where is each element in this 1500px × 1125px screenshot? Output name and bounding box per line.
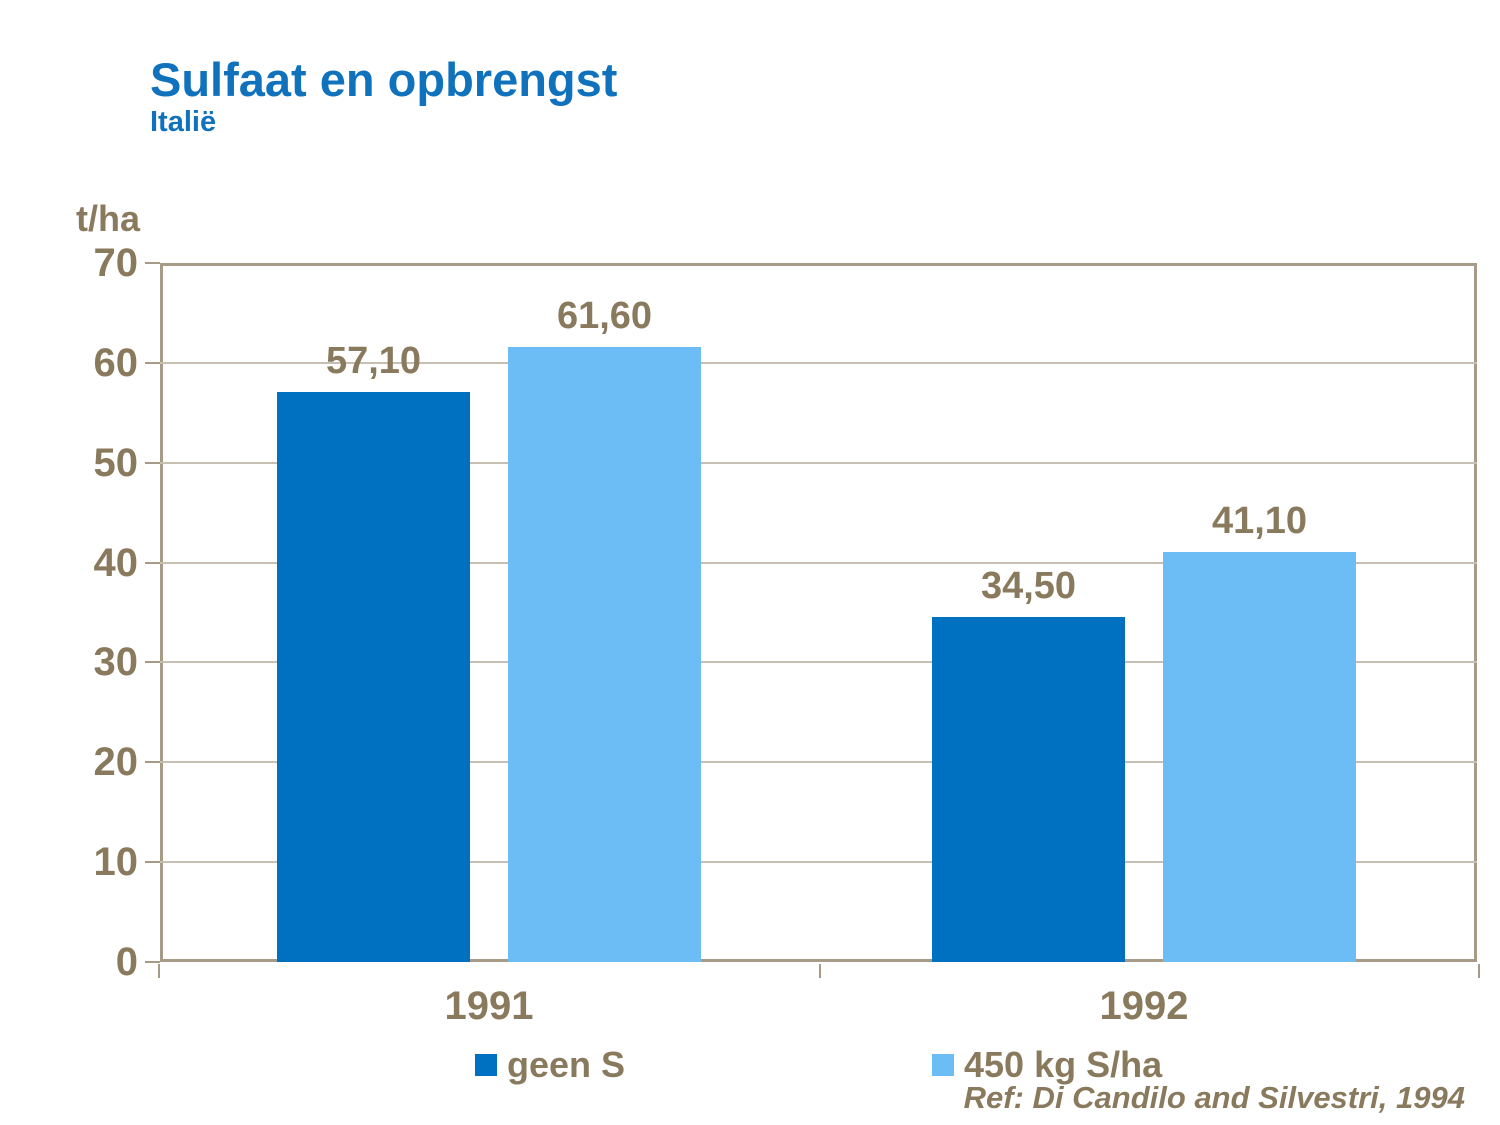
legend-label-450kg: 450 kg S/ha bbox=[964, 1044, 1163, 1085]
y-axis-tick-mark-60 bbox=[145, 361, 160, 364]
y-axis-tick-label-50: 50 bbox=[93, 440, 139, 485]
legend-swatch-geen-s bbox=[475, 1054, 497, 1076]
bar-value-label-1991-geen-s: 57,10 bbox=[325, 339, 422, 382]
bar-value-label-1992-geen-s: 34,50 bbox=[980, 565, 1077, 608]
legend-item-450kg: 450 kg S/ha bbox=[932, 1044, 1162, 1086]
y-axis-tick-label-0: 0 bbox=[115, 940, 138, 984]
y-axis-tick-label-70: 70 bbox=[93, 241, 139, 285]
y-axis-tick-mark-30 bbox=[145, 661, 160, 664]
y-axis-tick-label-40: 40 bbox=[93, 540, 139, 585]
legend-swatch-450kg bbox=[932, 1054, 954, 1076]
gridline-10 bbox=[160, 861, 1477, 864]
y-axis-tick-mark-40 bbox=[145, 561, 160, 564]
y-axis-unit-label: t/ha bbox=[75, 198, 140, 239]
y-axis-tick-mark-70 bbox=[145, 262, 160, 264]
chart-subtitle: Italië bbox=[150, 106, 217, 138]
bar-1991-geen-s bbox=[277, 391, 470, 962]
x-axis-tick-mark-1 bbox=[818, 964, 821, 978]
y-axis-tick-mark-0 bbox=[145, 961, 160, 963]
bar-1992-geen-s bbox=[932, 617, 1125, 962]
bar-1991-450kg bbox=[508, 346, 701, 962]
y-axis-tick-label-30: 30 bbox=[93, 640, 139, 685]
gridline-20 bbox=[160, 761, 1477, 764]
chart-title: Sulfaat en opbrengst bbox=[150, 53, 618, 106]
y-axis-tick-mark-10 bbox=[145, 861, 160, 864]
x-axis-tick-mark-2 bbox=[1478, 964, 1480, 978]
gridline-40 bbox=[160, 561, 1477, 564]
gridline-30 bbox=[160, 661, 1477, 664]
y-axis-tick-label-10: 10 bbox=[93, 840, 139, 885]
y-axis-tick-label-60: 60 bbox=[93, 340, 139, 385]
bar-value-label-1991-450kg: 61,60 bbox=[556, 294, 653, 337]
bar-1992-450kg bbox=[1163, 551, 1356, 962]
x-axis-category-label-1991: 1991 bbox=[444, 984, 534, 1028]
legend-label-geen-s: geen S bbox=[507, 1044, 626, 1085]
x-axis-tick-mark-0 bbox=[158, 964, 160, 978]
reference-citation: Ref: Di Candilo and Silvestri, 1994 bbox=[963, 1080, 1465, 1115]
gridline-60 bbox=[160, 361, 1477, 364]
legend-item-geen-s: geen S bbox=[475, 1044, 625, 1086]
x-axis-category-label-1992: 1992 bbox=[1099, 984, 1189, 1028]
y-axis-tick-mark-50 bbox=[145, 461, 160, 464]
y-axis-tick-label-20: 20 bbox=[93, 740, 139, 785]
bar-value-label-1992-450kg: 41,10 bbox=[1211, 499, 1308, 542]
y-axis-tick-mark-20 bbox=[145, 761, 160, 764]
gridline-50 bbox=[160, 461, 1477, 464]
